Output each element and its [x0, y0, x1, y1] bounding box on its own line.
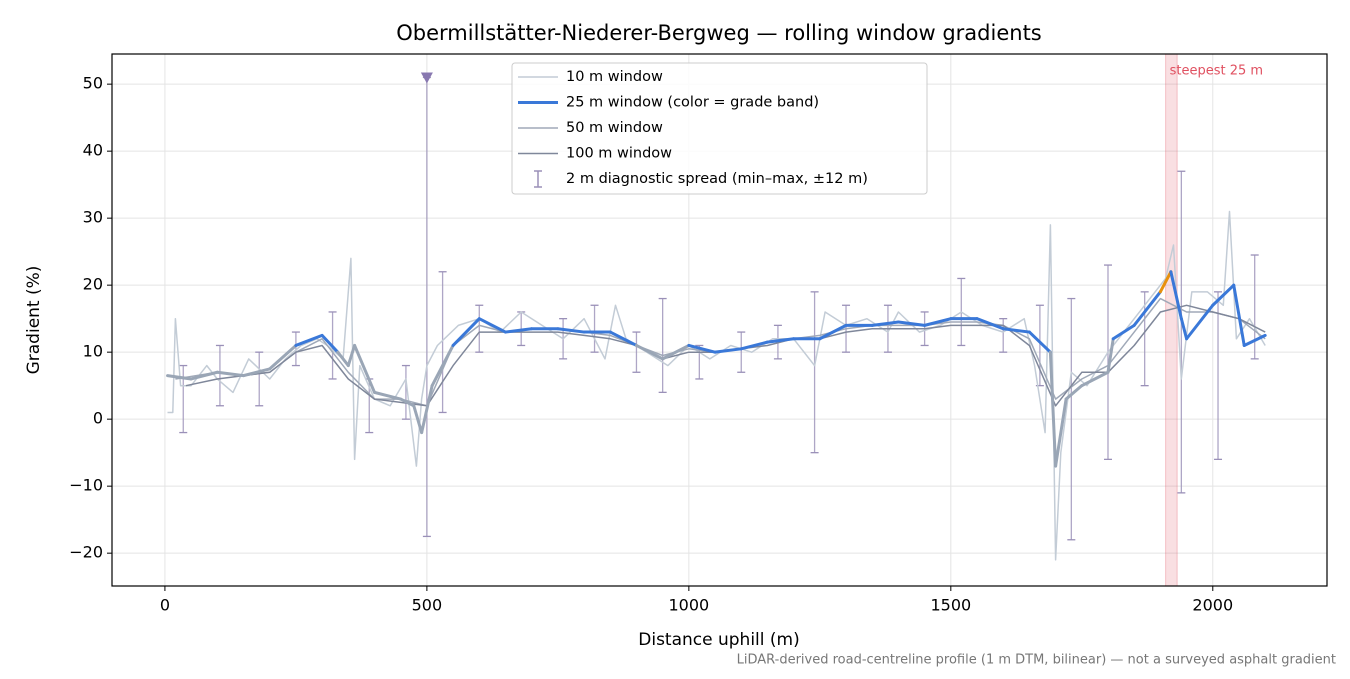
line-segment	[451, 317, 481, 347]
line-segment	[294, 333, 324, 347]
legend: 10 m window 25 m window (color = grade ba…	[511, 62, 928, 195]
highlight-span	[1165, 54, 1178, 586]
line-segment	[268, 343, 298, 371]
legend-label: 100 m window	[566, 146, 672, 162]
line-segment	[975, 317, 1005, 331]
line-segment	[242, 367, 272, 378]
line-segment	[353, 343, 376, 394]
line-segment	[1242, 333, 1267, 347]
line-segment	[372, 390, 403, 401]
y-tick-label: 0	[93, 409, 103, 428]
highlight-label: steepest 25 m	[1170, 64, 1263, 79]
y-tick-label: 30	[83, 208, 103, 227]
line-segment	[1232, 283, 1246, 347]
line-segment	[765, 337, 796, 344]
y-tick-label: −20	[69, 543, 103, 562]
x-tick-label: 1500	[930, 596, 971, 615]
line-segment	[503, 327, 534, 334]
line-segment	[1001, 327, 1031, 334]
line-segment	[1158, 270, 1173, 294]
line-segment	[1054, 397, 1068, 468]
line-segment	[1048, 350, 1058, 468]
line-segment	[1211, 283, 1236, 307]
line-segment	[1179, 317, 1189, 341]
y-tick-label: 10	[83, 342, 103, 361]
legend-box	[511, 62, 928, 195]
line-segment	[336, 350, 350, 368]
legend-label: 2 m diagnostic spread (min–max, ±12 m)	[566, 171, 868, 187]
legend-label: 10 m window	[566, 69, 663, 85]
x-tick-label: 0	[160, 596, 170, 615]
footnote: LiDAR-derived road-centreline profile (1…	[737, 653, 1336, 668]
line-segment	[215, 370, 246, 378]
x-tick-label: 500	[412, 596, 443, 615]
line-segment	[477, 317, 507, 334]
line-segment	[1111, 323, 1136, 341]
line-segment	[1185, 303, 1215, 341]
line-segment	[399, 397, 416, 408]
line-segment	[896, 320, 927, 327]
line-segment	[687, 343, 717, 354]
x-axis-label: Distance uphill (m)	[638, 630, 799, 650]
line-segment	[430, 343, 455, 388]
line-segment	[189, 370, 219, 381]
line-segment	[346, 343, 357, 368]
outlier-marker	[420, 72, 433, 84]
line-segment	[1106, 337, 1115, 374]
line-segment	[870, 320, 900, 327]
line-segment	[923, 317, 953, 327]
y-tick-label: −10	[69, 476, 103, 495]
line-segment	[420, 384, 434, 435]
line-segment	[818, 323, 848, 341]
x-tick-label: 2000	[1192, 596, 1233, 615]
plot	[112, 54, 1327, 586]
legend-label: 50 m window	[566, 120, 663, 136]
y-tick-label: 50	[83, 74, 103, 93]
legend-label: 25 m window (color = grade band)	[566, 95, 819, 111]
line-segment	[634, 343, 665, 361]
line-segment	[1027, 330, 1052, 354]
line-segment	[166, 374, 193, 381]
line-segment	[320, 333, 340, 354]
line-segment	[661, 343, 691, 361]
y-tick-label: 40	[83, 141, 103, 160]
line-segment	[412, 404, 424, 435]
line-segment	[713, 347, 743, 354]
line-segment	[1132, 290, 1162, 327]
chart-title: Obermillstätter-Niederer-Bergweg — rolli…	[396, 21, 1042, 45]
line-segment	[1169, 270, 1183, 321]
y-axis-label: Gradient (%)	[24, 266, 44, 375]
line-segment	[556, 327, 586, 334]
line-segment	[608, 330, 638, 347]
plot-frame	[111, 53, 1328, 587]
x-tick-label: 1000	[668, 596, 709, 615]
line-segment	[739, 340, 769, 351]
line-segment	[1064, 384, 1084, 401]
line-segment	[1080, 370, 1110, 388]
y-tick-label: 20	[83, 275, 103, 294]
